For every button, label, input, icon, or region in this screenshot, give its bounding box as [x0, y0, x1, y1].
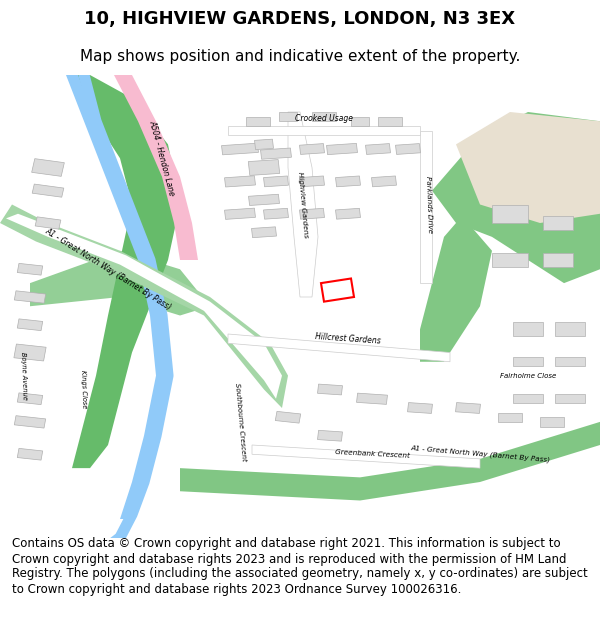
Polygon shape: [72, 75, 180, 468]
Text: Crooked Usage: Crooked Usage: [295, 114, 353, 124]
Bar: [351, 117, 369, 126]
Bar: [543, 216, 573, 230]
Polygon shape: [420, 131, 432, 283]
Bar: [14, 291, 46, 303]
Polygon shape: [288, 112, 318, 297]
Bar: [513, 394, 543, 403]
Bar: [540, 418, 564, 426]
Text: Parklands Drive: Parklands Drive: [425, 176, 433, 233]
Text: Contains OS data © Crown copyright and database right 2021. This information is : Contains OS data © Crown copyright and d…: [12, 538, 588, 596]
Bar: [365, 144, 391, 154]
Bar: [254, 139, 274, 149]
Bar: [371, 176, 397, 187]
Bar: [498, 412, 522, 422]
Text: Hillcrest Gardens: Hillcrest Gardens: [315, 332, 381, 346]
Bar: [555, 322, 585, 336]
Polygon shape: [66, 75, 168, 519]
Bar: [17, 448, 43, 460]
Bar: [513, 322, 543, 336]
Polygon shape: [30, 251, 210, 316]
Bar: [221, 143, 259, 155]
Bar: [299, 208, 325, 219]
Text: A504 - Hendon Lane: A504 - Hendon Lane: [148, 119, 176, 197]
Bar: [492, 253, 528, 267]
Bar: [32, 159, 64, 176]
Bar: [32, 184, 64, 198]
Bar: [14, 344, 46, 361]
Text: 10, HIGHVIEW GARDENS, LONDON, N3 3EX: 10, HIGHVIEW GARDENS, LONDON, N3 3EX: [85, 10, 515, 27]
Polygon shape: [456, 112, 600, 223]
Polygon shape: [420, 223, 492, 362]
Bar: [317, 384, 343, 395]
Bar: [555, 394, 585, 403]
Polygon shape: [180, 422, 600, 501]
Polygon shape: [6, 214, 282, 399]
Bar: [543, 253, 573, 267]
Polygon shape: [0, 204, 288, 408]
Bar: [17, 263, 43, 275]
Text: Greenbank Crescent: Greenbank Crescent: [334, 449, 410, 459]
Bar: [251, 227, 277, 238]
Bar: [260, 148, 292, 159]
Bar: [224, 176, 256, 187]
Text: Boyne Avenue: Boyne Avenue: [20, 351, 28, 400]
Bar: [14, 416, 46, 428]
Bar: [17, 393, 43, 404]
Text: Fairholme Close: Fairholme Close: [500, 372, 556, 379]
Bar: [248, 159, 280, 176]
Polygon shape: [432, 112, 600, 283]
Polygon shape: [228, 126, 420, 135]
Bar: [246, 117, 270, 126]
Polygon shape: [114, 75, 198, 260]
Bar: [299, 144, 325, 154]
Bar: [248, 194, 280, 206]
Text: Kings Close: Kings Close: [80, 370, 88, 409]
Bar: [395, 144, 421, 154]
Bar: [224, 208, 256, 219]
Bar: [356, 393, 388, 404]
Bar: [335, 208, 361, 219]
Bar: [407, 402, 433, 413]
Text: Highview Gardens: Highview Gardens: [297, 171, 309, 238]
Bar: [263, 208, 289, 219]
Bar: [299, 176, 325, 187]
Bar: [317, 431, 343, 441]
Bar: [378, 117, 402, 126]
Bar: [555, 357, 585, 366]
Bar: [263, 176, 289, 187]
Bar: [335, 176, 361, 187]
Bar: [275, 411, 301, 423]
Polygon shape: [321, 279, 354, 302]
Bar: [513, 357, 543, 366]
Bar: [279, 112, 297, 121]
Bar: [455, 402, 481, 413]
Bar: [312, 112, 336, 121]
Text: Southbourne Crescent: Southbourne Crescent: [233, 382, 247, 461]
Bar: [35, 217, 61, 229]
Text: A1 - Great North Way (Barnet By Pass): A1 - Great North Way (Barnet By Pass): [43, 226, 173, 312]
Bar: [17, 319, 43, 331]
Bar: [326, 143, 358, 154]
Bar: [492, 204, 528, 223]
Polygon shape: [228, 334, 450, 362]
Text: Map shows position and indicative extent of the property.: Map shows position and indicative extent…: [80, 49, 520, 64]
Text: A1 - Great North Way (Barnet By Pass): A1 - Great North Way (Barnet By Pass): [410, 445, 550, 464]
Polygon shape: [252, 445, 480, 468]
